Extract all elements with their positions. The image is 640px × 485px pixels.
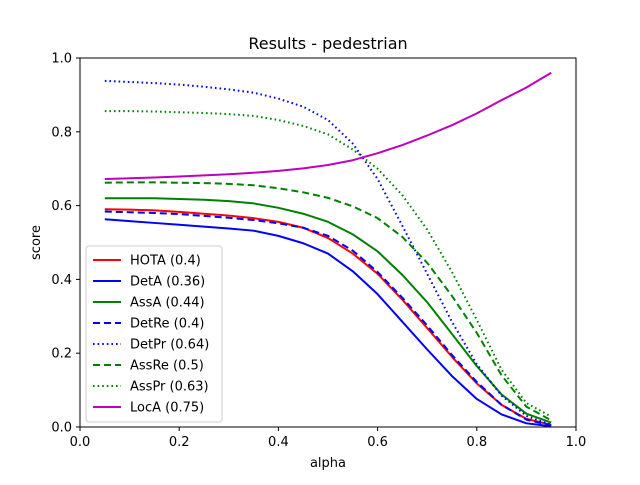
legend-label-hota: HOTA (0.4) bbox=[130, 254, 201, 269]
y-axis-label: score bbox=[29, 225, 44, 260]
x-tick-label: 1.0 bbox=[566, 435, 587, 450]
y-tick-label: 0.0 bbox=[51, 421, 72, 436]
legend-box bbox=[85, 245, 223, 423]
legend-label-deta: DetA (0.36) bbox=[130, 275, 205, 290]
legend-label-asspr: AssPr (0.63) bbox=[130, 380, 209, 395]
x-tick-label: 0.6 bbox=[367, 435, 388, 450]
series-line-asspr bbox=[104, 110, 552, 418]
y-tick-label: 1.0 bbox=[51, 52, 72, 67]
plot-area bbox=[104, 71, 552, 428]
x-tick-label: 0.8 bbox=[466, 435, 487, 450]
x-axis-label: alpha bbox=[310, 456, 346, 471]
chart-title: Results - pedestrian bbox=[248, 34, 407, 53]
legend-label-detre: DetRe (0.4) bbox=[130, 317, 205, 332]
series-line-detre bbox=[104, 210, 552, 427]
x-tick-label: 0.4 bbox=[268, 435, 289, 450]
x-axis: 0.0 0.2 0.4 0.6 0.8 1.0 bbox=[70, 427, 587, 450]
legend-label-detpr: DetPr (0.64) bbox=[130, 338, 209, 353]
y-axis: 0.0 0.2 0.4 0.6 0.8 1.0 bbox=[51, 52, 80, 436]
legend: HOTA (0.4) DetA (0.36) AssA (0.44) DetRe (0… bbox=[85, 245, 223, 423]
series-line-hota bbox=[104, 208, 552, 426]
x-tick-label: 0.2 bbox=[169, 435, 190, 450]
y-tick-label: 0.8 bbox=[51, 125, 72, 140]
series-line-detpr bbox=[104, 79, 552, 426]
series-line-loca bbox=[104, 71, 552, 181]
x-tick-label: 0.0 bbox=[70, 435, 91, 450]
series-line-deta bbox=[104, 218, 552, 428]
axes-frame bbox=[79, 57, 577, 428]
legend-label-assre: AssRe (0.5) bbox=[130, 359, 204, 374]
y-tick-label: 0.4 bbox=[51, 273, 72, 288]
legend-label-assa: AssA (0.44) bbox=[130, 296, 205, 311]
series-line-assa bbox=[104, 197, 552, 424]
series-line-assre bbox=[104, 181, 552, 422]
legend-label-loca: LocA (0.75) bbox=[130, 401, 204, 416]
y-tick-label: 0.2 bbox=[51, 347, 72, 362]
y-tick-label: 0.6 bbox=[51, 199, 72, 214]
